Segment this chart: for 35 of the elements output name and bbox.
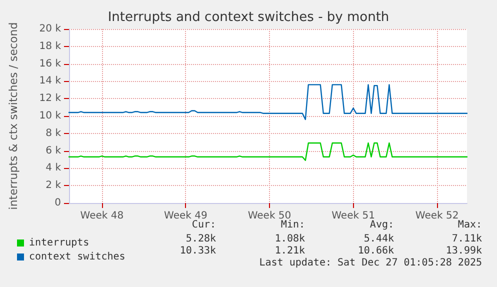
text: Max: [458, 220, 482, 230]
y-tick-label: 18 k [39, 40, 62, 52]
y-tick-label: 12 k [39, 93, 62, 104]
y-tick-label: 8 k [46, 128, 62, 139]
text: 10.66k [358, 246, 394, 256]
y-tick-label: 14 k [39, 76, 62, 87]
text: 13.99k [446, 246, 482, 256]
y-tick-label: 20 k [39, 24, 62, 34]
y-tick-label: 6 k [46, 145, 62, 156]
y-tick-label: 2 k [46, 180, 62, 192]
text: 5.44k [364, 234, 394, 244]
y-axis-title: interrupts & ctx switches / second [7, 22, 20, 210]
text: 1.08k [274, 234, 306, 244]
line-series [68, 142, 468, 161]
y-tick-label: 0 [54, 198, 61, 208]
text: 5.28k [186, 234, 216, 244]
x-tick-label: Week 48 [80, 210, 124, 222]
text: 7.11k [452, 234, 482, 244]
x-tick-label: Week 50 [248, 210, 292, 222]
legend-label: context switches [29, 252, 126, 262]
x-tick-label: Week 49 [164, 210, 208, 222]
legend-label: interrupts [29, 238, 90, 248]
text: Cur: [192, 220, 216, 230]
text: 10.33k [180, 246, 216, 256]
text: 1.21k [274, 246, 306, 256]
y-tick-label: 4 k [46, 162, 62, 174]
y-tick-label: 10 k [39, 110, 62, 122]
y-tick-label: 16 k [39, 58, 62, 70]
chart-title: Interrupts and context switches - by month [108, 10, 390, 25]
text: Min: [280, 220, 306, 230]
text: Avg: [370, 220, 394, 230]
text: Last update: Sat Dec 27 01:05:28 2025 [259, 258, 482, 268]
line-series [68, 84, 468, 120]
x-tick-label: Week 51 [332, 210, 375, 222]
x-tick-label: Week 52 [415, 210, 459, 222]
